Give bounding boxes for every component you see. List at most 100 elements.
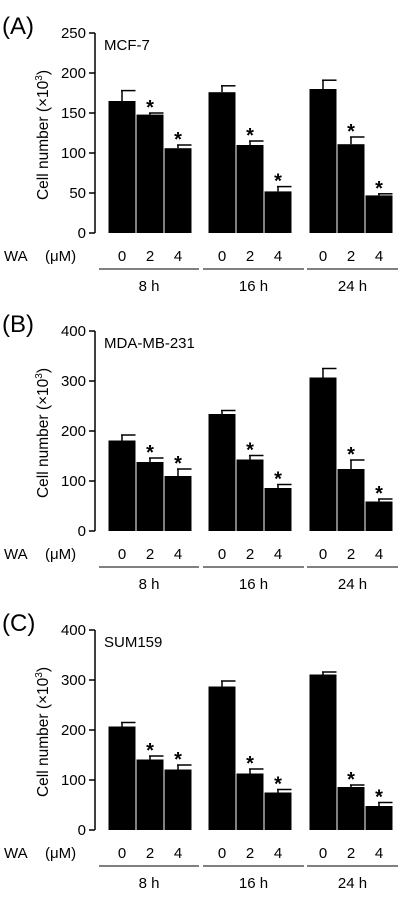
time-label: 8 h (139, 576, 160, 593)
bar (309, 377, 337, 531)
time-label: 8 h (139, 875, 160, 892)
y-tick-label: 250 (61, 25, 86, 42)
y-axis-label: Cell number (×103) (34, 70, 52, 200)
bar (309, 674, 337, 830)
bar (208, 92, 236, 233)
significance-star: * (274, 774, 282, 796)
y-tick-label: 300 (61, 373, 86, 390)
dose-label: 0 (118, 845, 126, 862)
time-label: 24 h (338, 875, 367, 892)
dose-label: 4 (174, 248, 182, 265)
bar (264, 488, 292, 531)
significance-star: * (274, 171, 282, 193)
dose-label: 0 (218, 248, 226, 265)
dose-unit-label: (μM) (45, 845, 76, 862)
significance-star: * (375, 483, 383, 505)
dose-label: 2 (246, 845, 254, 862)
bar (264, 191, 292, 233)
significance-star: * (174, 453, 182, 475)
dose-label: 2 (246, 248, 254, 265)
dose-label: 4 (375, 248, 383, 265)
cell-line-title: SUM159 (104, 634, 162, 651)
y-tick-label: 100 (61, 145, 86, 162)
dose-axis-label: WA (4, 248, 28, 265)
bar (208, 414, 236, 531)
bar (309, 89, 337, 233)
y-tick-label: 200 (61, 722, 86, 739)
dose-label: 4 (375, 546, 383, 563)
dose-label: 2 (146, 546, 154, 563)
bar (108, 101, 136, 233)
significance-star: * (146, 442, 154, 464)
panel-letter: (B) (2, 311, 34, 338)
y-tick-label: 200 (61, 65, 86, 82)
dose-label: 2 (347, 845, 355, 862)
dose-label: 2 (347, 248, 355, 265)
y-axis-label: Cell number (×103) (34, 667, 52, 797)
panel-letter: (A) (2, 13, 34, 40)
dose-label: 0 (319, 546, 327, 563)
bar (136, 462, 164, 531)
bar (236, 459, 264, 531)
significance-star: * (174, 749, 182, 771)
dose-axis-label: WA (4, 845, 28, 862)
significance-star: * (375, 178, 383, 200)
bar (108, 726, 136, 830)
dose-label: 4 (375, 845, 383, 862)
y-tick-label: 150 (61, 105, 86, 122)
y-tick-label: 100 (61, 473, 86, 490)
significance-star: * (246, 440, 254, 462)
dose-label: 4 (274, 546, 282, 563)
dose-unit-label: (μM) (45, 546, 76, 563)
y-tick-label: 0 (78, 822, 86, 839)
bar (164, 476, 192, 531)
time-label: 24 h (338, 278, 367, 295)
dose-label: 4 (174, 546, 182, 563)
bar (337, 144, 365, 233)
dose-label: 0 (118, 248, 126, 265)
significance-star: * (347, 769, 355, 791)
y-tick-label: 50 (69, 185, 86, 202)
time-label: 16 h (239, 278, 268, 295)
significance-star: * (347, 121, 355, 143)
y-tick-label: 0 (78, 523, 86, 540)
significance-star: * (274, 469, 282, 491)
y-tick-label: 400 (61, 622, 86, 639)
y-tick-label: 400 (61, 323, 86, 340)
bar (264, 792, 292, 830)
dose-label: 0 (218, 546, 226, 563)
bar (208, 686, 236, 830)
dose-label: 2 (146, 248, 154, 265)
bar (236, 773, 264, 830)
bar (337, 787, 365, 830)
dose-label: 0 (319, 845, 327, 862)
y-tick-label: 0 (78, 225, 86, 242)
panel-letter: (C) (2, 610, 35, 637)
bar (365, 195, 393, 233)
dose-label: 2 (347, 546, 355, 563)
cell-line-title: MDA-MB-231 (104, 335, 195, 352)
bar (337, 469, 365, 531)
dose-axis-label: WA (4, 546, 28, 563)
dose-label: 2 (246, 546, 254, 563)
significance-star: * (174, 129, 182, 151)
bar (365, 806, 393, 830)
dose-label: 2 (146, 845, 154, 862)
bar (108, 440, 136, 531)
y-tick-label: 300 (61, 672, 86, 689)
bar (236, 145, 264, 233)
dose-label: 4 (274, 248, 282, 265)
bar (365, 501, 393, 531)
time-label: 8 h (139, 278, 160, 295)
significance-star: * (146, 97, 154, 119)
dose-label: 0 (218, 845, 226, 862)
significance-star: * (146, 740, 154, 762)
significance-star: * (347, 444, 355, 466)
bar (164, 148, 192, 233)
dose-label: 0 (319, 248, 327, 265)
cell-line-title: MCF-7 (104, 37, 150, 54)
time-label: 16 h (239, 875, 268, 892)
